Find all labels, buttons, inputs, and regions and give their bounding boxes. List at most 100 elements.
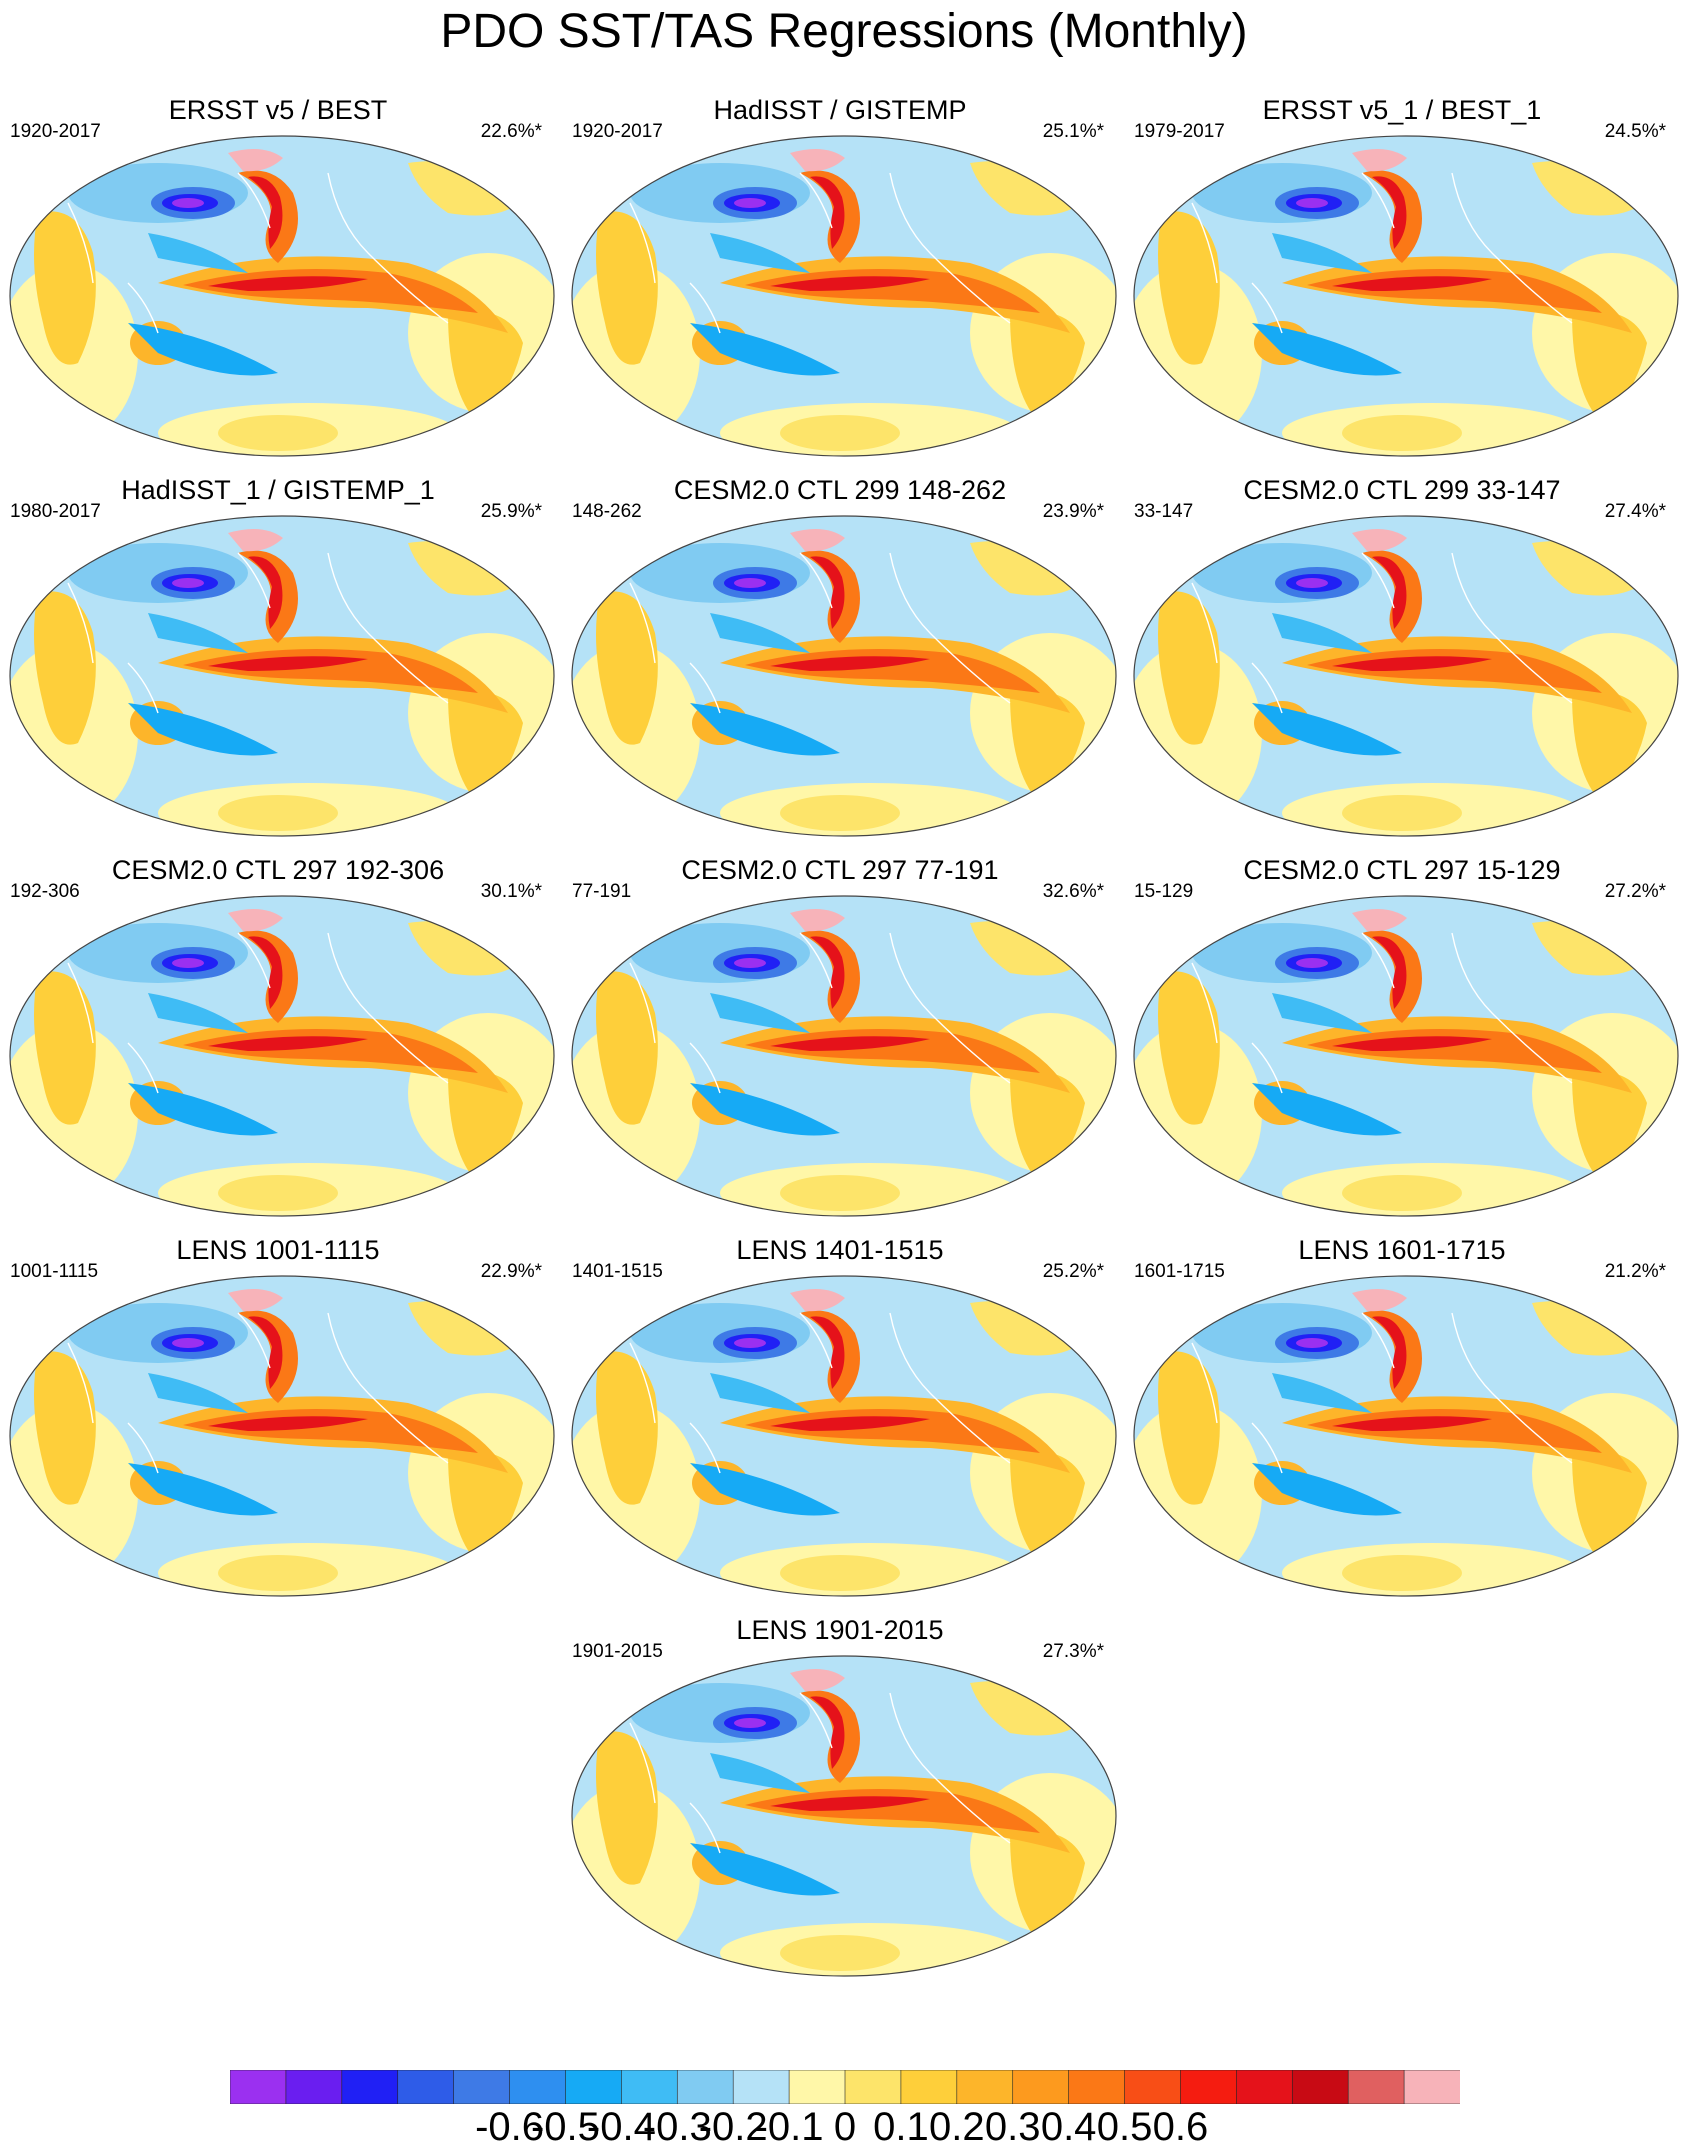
map-panel: CESM2.0 CTL 297 192-306 192-306 30.1%* (0, 855, 556, 1227)
africa-anomaly (596, 211, 658, 365)
panel-period: 1980-2017 (10, 501, 101, 522)
colorbar-swatch (621, 2070, 679, 2104)
map-border (9, 135, 555, 457)
colorbar-swatch (900, 2070, 958, 2104)
panel-title: LENS 1401-1515 (736, 1235, 944, 1265)
south-pacific-cold-band (128, 323, 278, 376)
north-pacific-warm-arc (800, 550, 860, 643)
north-pacific-warm-arc (238, 550, 298, 643)
map-border (571, 1275, 1117, 1597)
map-panel: LENS 1001-1115 1001-1115 22.9%* (0, 1235, 556, 1607)
south-pacific-cold-band (690, 1463, 840, 1516)
panel-title: LENS 1601-1715 (1298, 1235, 1506, 1265)
map-border (1133, 515, 1679, 837)
map-border (571, 895, 1117, 1217)
africa-anomaly (1158, 971, 1220, 1125)
south-america-anomaly (1010, 1451, 1085, 1563)
alaska-anomaly (228, 529, 283, 552)
colorbar-swatch (453, 2070, 511, 2104)
panel-variance-percent: 27.4%* (1604, 501, 1666, 522)
panel-variance-percent: 22.9%* (480, 1261, 542, 1282)
africa-anomaly (1158, 211, 1220, 365)
alaska-anomaly (1352, 529, 1407, 552)
alaska-anomaly (790, 1289, 845, 1312)
coastline (67, 172, 449, 334)
colorbar-swatch (285, 2070, 343, 2104)
panel-period: 1901-2015 (572, 1641, 663, 1662)
panel-title: ERSST v5 / BEST (168, 95, 388, 125)
world-map (1133, 895, 1679, 1217)
map-panel: ERSST v5 / BEST 1920-2017 22.6%* (0, 95, 556, 467)
world-map (1133, 1275, 1679, 1597)
panel-variance-percent: 27.3%* (1042, 1641, 1104, 1662)
panel-variance-percent: 23.9%* (1042, 501, 1104, 522)
colorbar-tick-label: 0.5 (1096, 2105, 1153, 2149)
south-pacific-cold-band (128, 1083, 278, 1136)
coastline (629, 1692, 1011, 1854)
colorbar-swatch (676, 2070, 734, 2104)
map-panel: CESM2.0 CTL 297 77-191 77-191 32.6%* (562, 855, 1118, 1227)
panel-variance-percent: 32.6%* (1042, 881, 1104, 902)
south-pacific-cold-band (128, 1463, 278, 1516)
colorbar-tick-label: 0.2 (929, 2105, 985, 2149)
map-panel: HadISST_1 / GISTEMP_1 1980-2017 25.9%* (0, 475, 556, 847)
colorbar-swatch (1180, 2070, 1238, 2104)
map-border (9, 895, 555, 1217)
south-pacific-cold-band (690, 703, 840, 756)
colorbar-swatch (230, 2070, 287, 2104)
south-pacific-cold-band (128, 703, 278, 756)
africa-anomaly (34, 1351, 96, 1505)
panel-variance-percent: 25.9%* (480, 501, 542, 522)
colorbar-tick-label: 0.1 (873, 2105, 929, 2149)
south-america-anomaly (1010, 311, 1085, 423)
colorbar-tick-label: 0.6 (1152, 2105, 1209, 2149)
south-america-anomaly (448, 1451, 523, 1563)
africa-anomaly (1158, 591, 1220, 745)
world-map (571, 1655, 1117, 1977)
south-pacific-cold-band (1252, 703, 1402, 756)
alaska-anomaly (790, 1669, 845, 1692)
north-pacific-warm-arc (800, 1310, 860, 1403)
panel-period: 1401-1515 (572, 1261, 663, 1282)
south-pacific-cold-band (1252, 323, 1402, 376)
map-panel: LENS 1901-2015 1901-2015 27.3%* (562, 1615, 1118, 1987)
africa-anomaly (34, 211, 96, 365)
africa-anomaly (596, 591, 658, 745)
south-pacific-cold-band (1252, 1083, 1402, 1136)
panel-title: ERSST v5_1 / BEST_1 (1262, 95, 1542, 125)
panel-period: 1001-1115 (10, 1261, 99, 1282)
coastline (67, 1312, 449, 1474)
north-pacific-warm-arc (238, 930, 298, 1023)
panel-period: 148-262 (572, 501, 642, 522)
map-border (9, 1275, 555, 1597)
world-map (571, 515, 1117, 837)
coastline (629, 1312, 1011, 1474)
north-pacific-warm-arc (800, 1690, 860, 1783)
north-pacific-warm-arc (1362, 170, 1422, 263)
colorbar-tick-label: -0.1 (754, 2105, 824, 2149)
panel-period: 192-306 (10, 881, 80, 902)
panel-variance-percent: 27.2%* (1604, 881, 1666, 902)
panel-title: CESM2.0 CTL 297 77-191 (681, 855, 999, 885)
coastline (629, 552, 1011, 714)
coastline (1191, 552, 1573, 714)
north-pacific-warm-arc (800, 170, 860, 263)
coastline (1191, 932, 1573, 1094)
north-pacific-warm-arc (238, 170, 298, 263)
colorbar-swatch (509, 2070, 567, 2104)
panel-title: LENS 1001-1115 (176, 1235, 380, 1265)
north-pacific-warm-arc (1362, 550, 1422, 643)
south-america-anomaly (448, 1071, 523, 1183)
panel-variance-percent: 21.2%* (1604, 1261, 1666, 1282)
panel-period: 77-191 (572, 881, 632, 902)
alaska-anomaly (1352, 149, 1407, 172)
map-border (1133, 895, 1679, 1217)
south-america-anomaly (1010, 1071, 1085, 1183)
colorbar-swatch (844, 2070, 902, 2104)
south-pacific-cold-band (690, 1843, 840, 1896)
south-america-anomaly (1572, 311, 1647, 423)
panel-title: LENS 1901-2015 (736, 1615, 944, 1645)
alaska-anomaly (228, 149, 283, 172)
figure-title: PDO SST/TAS Regressions (Monthly) (440, 5, 1248, 58)
africa-anomaly (596, 971, 658, 1125)
